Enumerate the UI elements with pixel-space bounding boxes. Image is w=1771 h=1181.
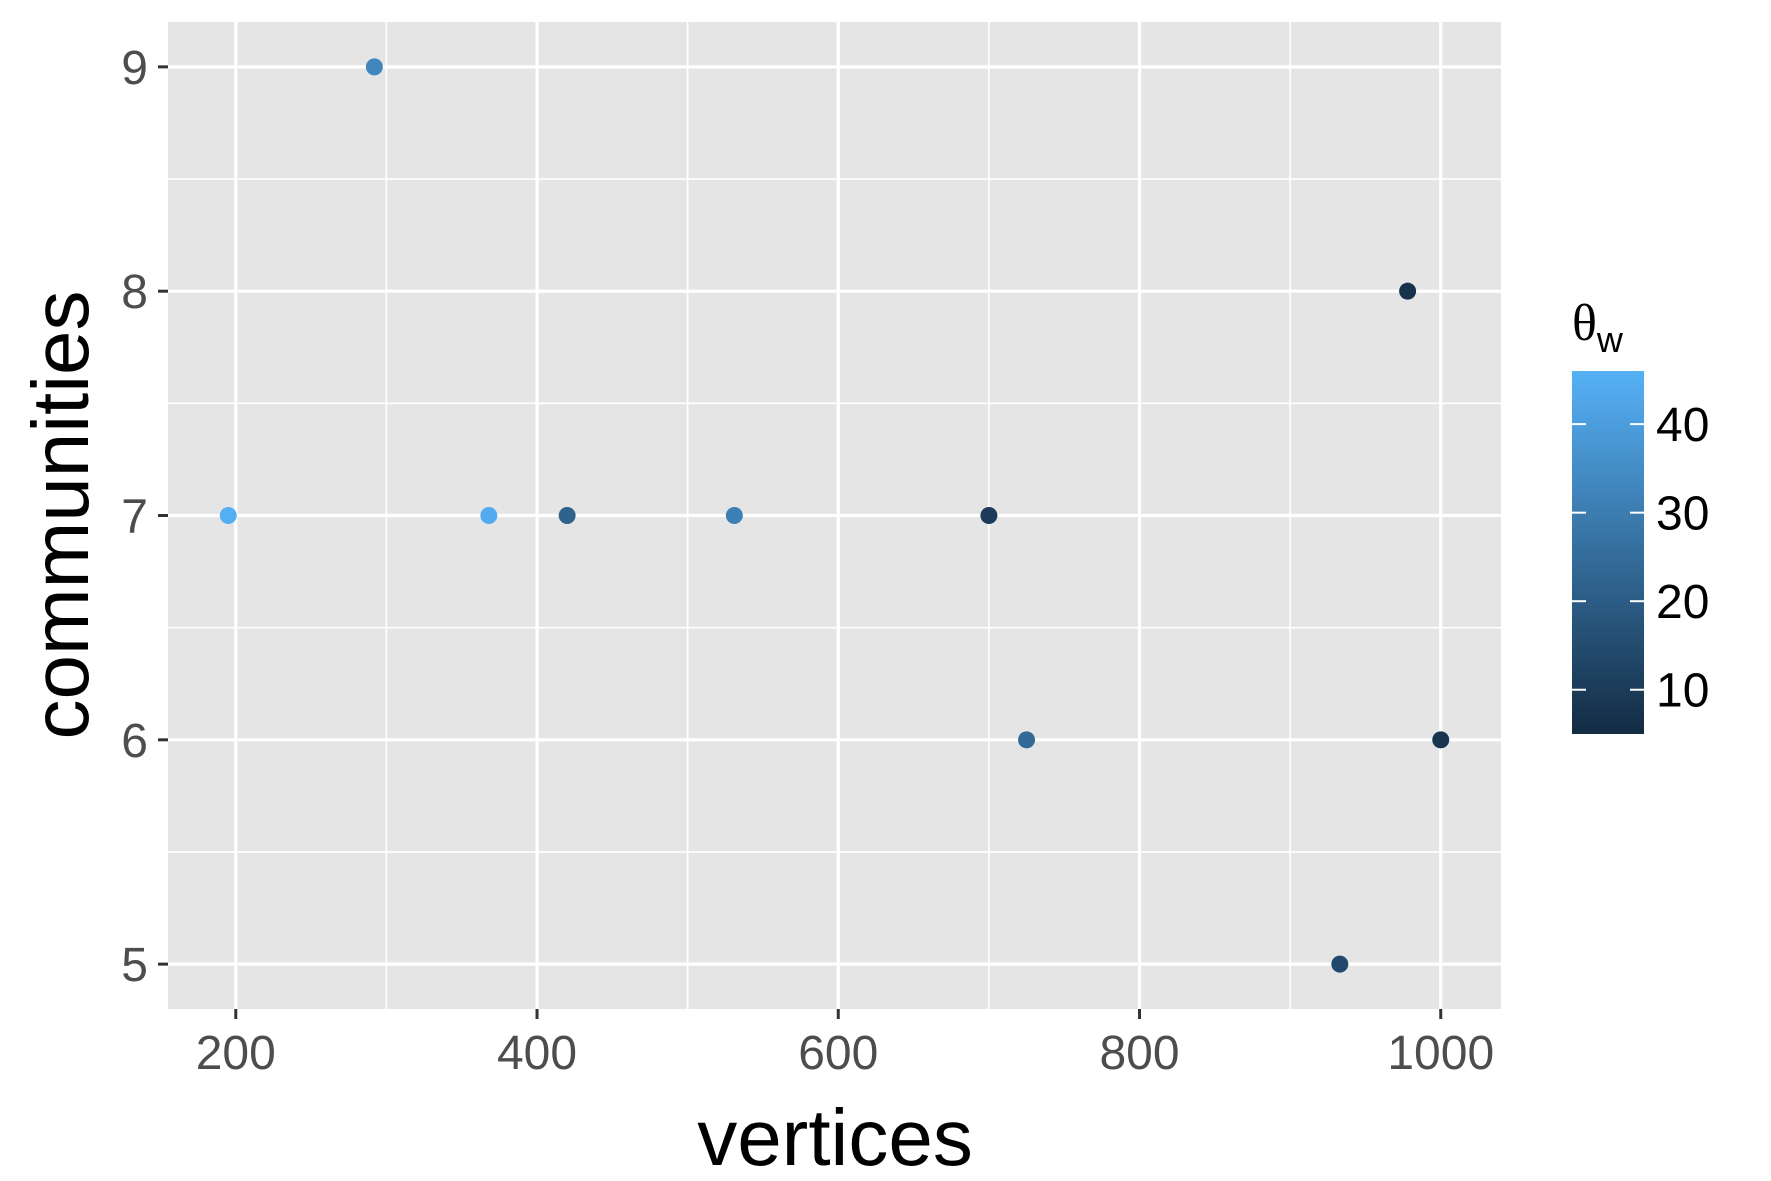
data-point xyxy=(725,507,743,524)
y-axis-title: communities xyxy=(16,290,105,739)
data-point xyxy=(1018,731,1036,749)
x-tick-label: 600 xyxy=(798,1027,878,1080)
x-tick-label: 200 xyxy=(196,1027,276,1080)
x-tick-label: 800 xyxy=(1099,1027,1179,1080)
data-point xyxy=(1432,731,1450,749)
data-point xyxy=(1331,955,1349,973)
color-legend: θw 10 20 30 40 xyxy=(1572,295,1709,734)
x-tick-label: 400 xyxy=(497,1027,577,1080)
legend-title-subscript: w xyxy=(1596,319,1624,360)
y-axis: 5 6 7 8 9 xyxy=(121,42,168,992)
colorbar-tick-label: 40 xyxy=(1656,399,1709,452)
y-tick-label: 5 xyxy=(121,939,148,992)
x-axis: 200 400 600 800 1000 xyxy=(196,1009,1494,1080)
y-tick-label: 8 xyxy=(121,266,148,319)
data-point xyxy=(480,507,498,524)
data-point xyxy=(980,507,998,524)
major-gridlines xyxy=(168,22,1501,1009)
data-point xyxy=(558,507,576,524)
data-point xyxy=(219,507,237,524)
colorbar-tick-label: 10 xyxy=(1656,665,1709,718)
data-points xyxy=(219,58,1450,973)
y-tick-label: 7 xyxy=(121,491,148,544)
x-tick-label: 1000 xyxy=(1387,1027,1494,1080)
colorbar-ticks: 10 20 30 40 xyxy=(1572,399,1709,718)
data-point xyxy=(1399,282,1417,300)
y-tick-label: 9 xyxy=(121,42,148,95)
data-point xyxy=(365,58,383,76)
colorbar xyxy=(1572,371,1644,734)
colorbar-tick-label: 30 xyxy=(1656,488,1709,541)
x-axis-title: vertices xyxy=(697,1093,973,1181)
legend-title: θw xyxy=(1572,295,1624,360)
legend-title-theta: θ xyxy=(1572,295,1597,352)
colorbar-tick-label: 20 xyxy=(1656,576,1709,629)
y-tick-label: 6 xyxy=(121,715,148,768)
